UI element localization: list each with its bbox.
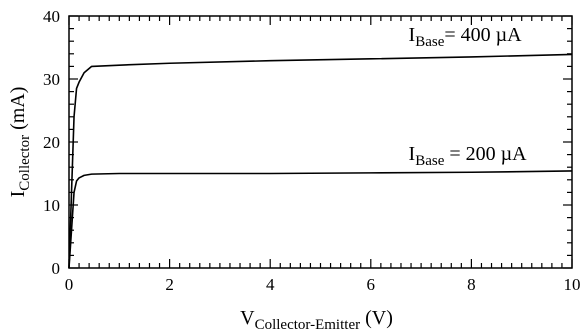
series-label-200uA-value: = 200 µA	[444, 143, 527, 165]
x-tick-label: 0	[65, 275, 74, 294]
y-axis-label-unit: (mA)	[7, 87, 29, 135]
plot-frame	[68, 15, 573, 269]
y-axis-label-sub: Collector	[17, 135, 33, 191]
y-tick-label: 0	[52, 259, 61, 278]
y-axis-label-main: I	[7, 191, 29, 198]
series-label-200uA-sub: Base	[415, 153, 445, 169]
x-tick-label: 4	[266, 275, 275, 294]
x-tick-label: 8	[467, 275, 476, 294]
y-tick-label: 10	[43, 196, 60, 215]
series-lines	[68, 53, 573, 269]
x-axis-label-sub: Collector-Emitter	[255, 317, 361, 333]
series-label-200uA: IBase = 200 µA	[409, 143, 528, 169]
series-line-400uA	[68, 53, 573, 269]
series-line-200uA	[68, 170, 573, 269]
tick-labels: 0 2 4 6 8 10 0 10 20 30 40	[43, 7, 581, 294]
x-axis-label: VCollector-Emitter (V)	[240, 307, 393, 333]
series-label-200uA-main: I	[409, 143, 416, 165]
x-tick-label: 6	[367, 275, 376, 294]
x-axis-label-main: V	[240, 307, 255, 329]
y-axis-label: ICollector (mA)	[7, 87, 33, 198]
series-label-400uA-sub: Base	[415, 34, 445, 50]
x-tick-label: 2	[165, 275, 174, 294]
y-tick-label: 20	[43, 133, 60, 152]
series-label-400uA: IBase= 400 µA	[409, 24, 523, 50]
series-label-400uA-value: = 400 µA	[444, 24, 522, 46]
series-label-400uA-main: I	[409, 24, 416, 46]
y-tick-label: 40	[43, 7, 60, 26]
y-tick-label: 30	[43, 70, 60, 89]
x-tick-label: 10	[564, 275, 581, 294]
x-axis-label-unit: (V)	[360, 307, 393, 329]
